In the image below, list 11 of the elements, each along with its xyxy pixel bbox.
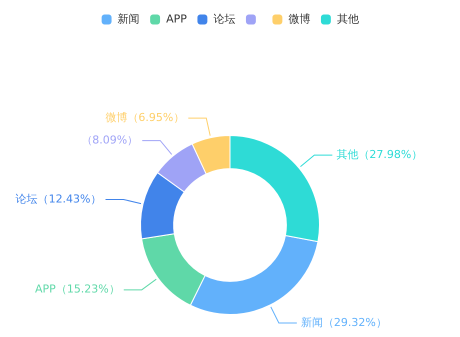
legend-label: APP	[166, 12, 188, 26]
category-label: 微博（6.95%）	[105, 110, 184, 124]
legend-label: 微博	[288, 12, 310, 26]
category-label: 其他（27.98%）	[336, 148, 422, 162]
data-label: （8.09%）	[81, 133, 138, 146]
category-label: APP（15.23%）	[35, 282, 120, 296]
legend-label: 论坛	[213, 12, 236, 26]
category-label: 新闻（29.32%）	[300, 316, 387, 329]
category-label: 论坛（12.43%）	[16, 192, 102, 206]
legend-label: 其他	[336, 12, 359, 26]
legend-label: 新闻	[118, 12, 140, 26]
